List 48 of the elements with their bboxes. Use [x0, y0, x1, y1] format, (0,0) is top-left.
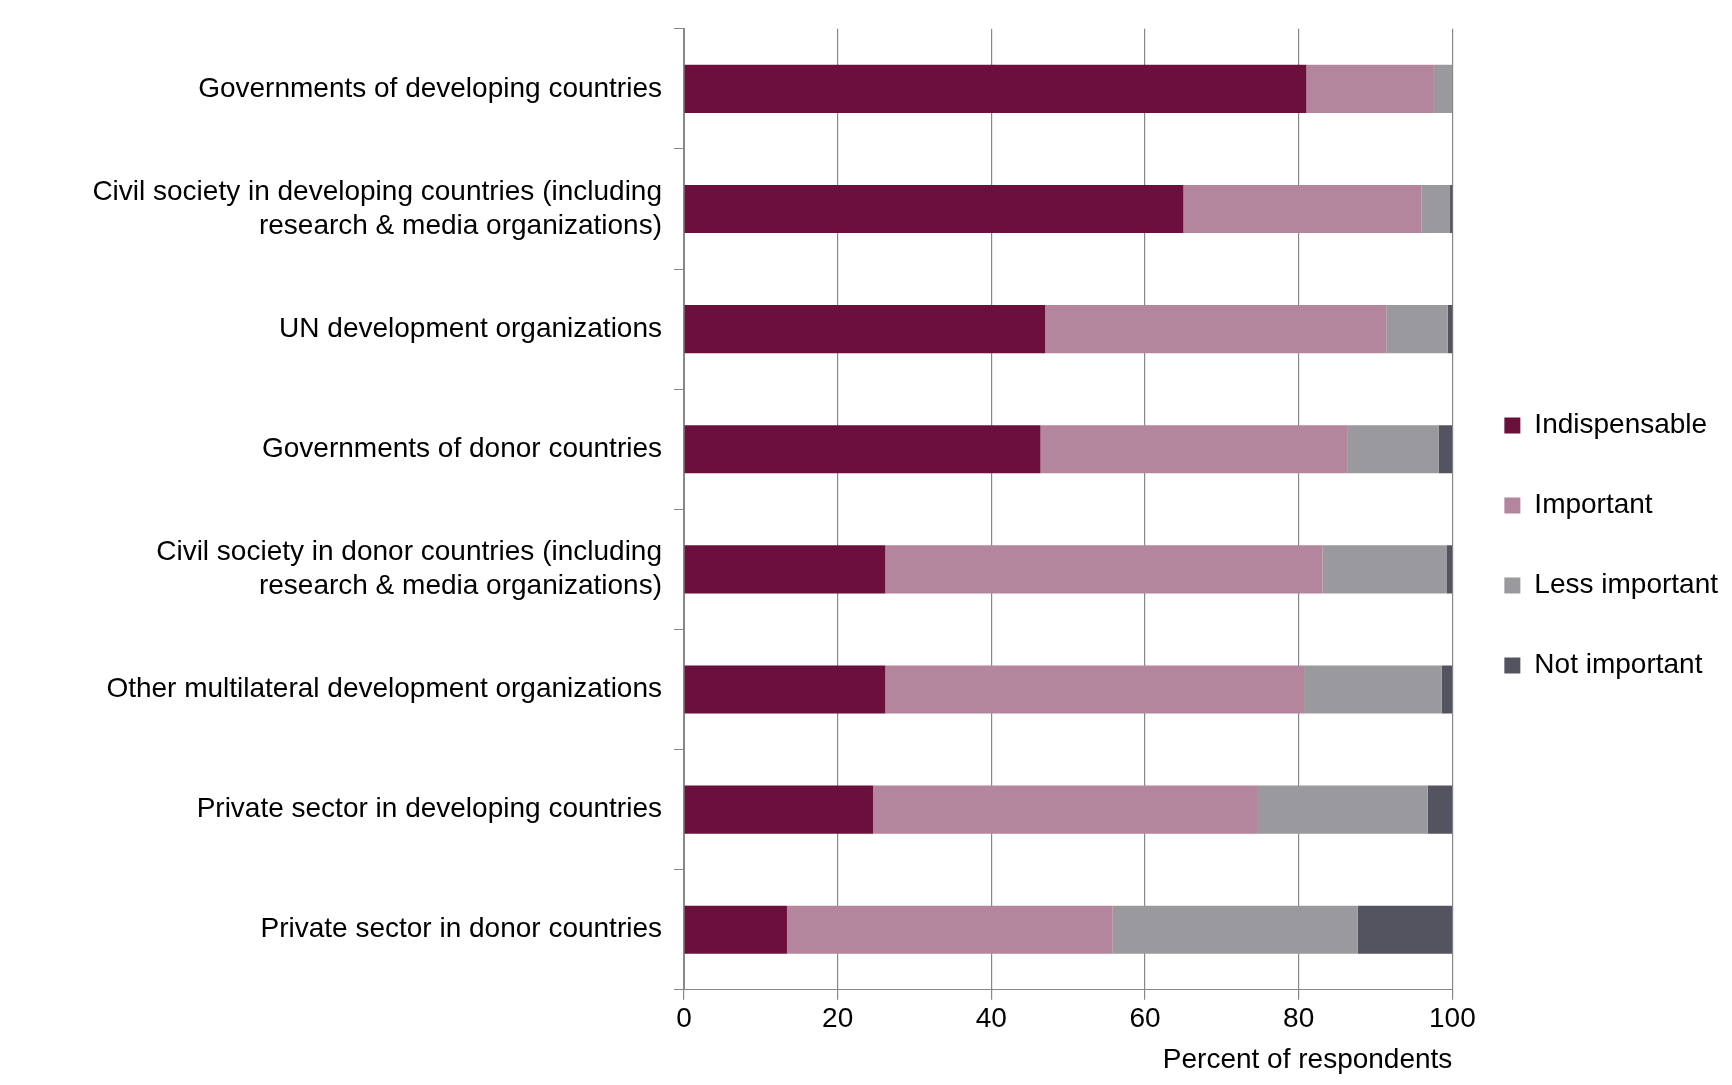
- y-tick-label: Civil society in developing countries (including research & media organizations): [92, 174, 662, 240]
- bar: [684, 184, 1184, 234]
- legend-label: Less important: [1534, 568, 1719, 600]
- bar: [1347, 425, 1439, 474]
- y-tick-label: Private sector in donor countries: [260, 912, 662, 944]
- bar: [1304, 665, 1442, 714]
- bar: [1257, 785, 1428, 834]
- x-tick-label: 80: [1283, 1002, 1315, 1034]
- bar: [885, 665, 1305, 714]
- bar: [1438, 425, 1453, 474]
- y-tick-label: Governments of donor countries: [262, 431, 662, 463]
- bar: [885, 545, 1323, 594]
- bar: [1421, 184, 1451, 234]
- x-tick-label: 100: [1429, 1002, 1476, 1034]
- bar: [684, 785, 874, 834]
- bar: [1183, 184, 1422, 234]
- bar: [684, 665, 886, 714]
- x-tick-label: 0: [676, 1002, 692, 1034]
- bar: [1357, 905, 1453, 954]
- bar: [1045, 305, 1387, 354]
- bar: [1040, 425, 1348, 474]
- bar: [1386, 305, 1448, 354]
- bar: [684, 425, 1041, 474]
- legend-label: Important: [1534, 488, 1653, 520]
- bar: [786, 905, 1113, 954]
- legend-label: Indispensable: [1534, 408, 1708, 440]
- bar: [1441, 665, 1453, 714]
- bar: [1322, 545, 1447, 594]
- bar: [1427, 785, 1453, 834]
- y-tick-label: Private sector in developing countries: [196, 792, 662, 824]
- bar: [684, 305, 1046, 354]
- y-tick-label: UN development organizations: [279, 311, 662, 343]
- x-tick-label: 60: [1129, 1002, 1161, 1034]
- x-tick-label: 20: [822, 1002, 854, 1034]
- bar: [1433, 64, 1453, 113]
- bar: [1446, 545, 1453, 594]
- y-tick-label: Civil society in donor countries (including research & media organizations): [156, 535, 662, 600]
- y-tick-label: Other multilateral development organizations: [106, 672, 662, 704]
- bar: [1112, 905, 1358, 954]
- x-axis-title: Percent of respondents: [1162, 1042, 1453, 1074]
- legend-label: Not important: [1534, 648, 1703, 680]
- bar: [684, 64, 1307, 113]
- bar: [684, 545, 886, 594]
- x-tick-label: 40: [975, 1002, 1007, 1034]
- y-tick-label: Governments of developing countries: [198, 71, 662, 103]
- bar: [873, 785, 1258, 834]
- bar: [1306, 64, 1434, 113]
- bar: [684, 905, 787, 954]
